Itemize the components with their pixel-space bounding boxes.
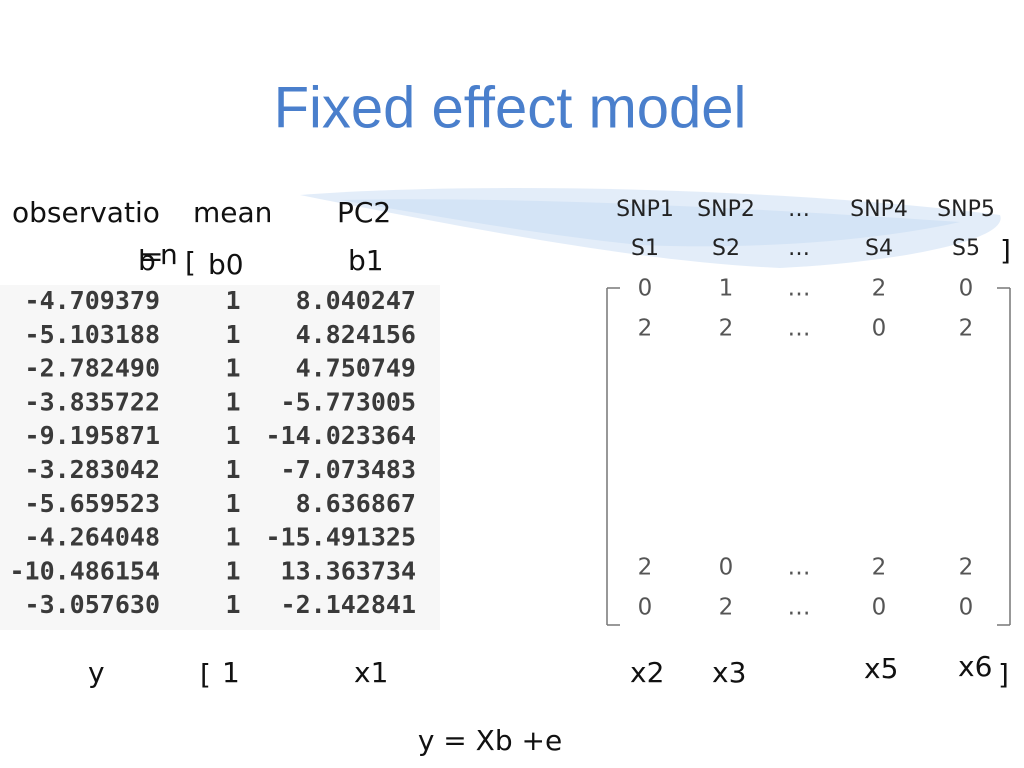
parameter: = bbox=[140, 240, 163, 273]
table-cell: 1 bbox=[225, 286, 240, 315]
variable-label: [ bbox=[200, 658, 211, 691]
table-cell: 1 bbox=[225, 387, 240, 416]
matrix-cell: 2 bbox=[719, 595, 734, 621]
swoosh bbox=[340, 199, 960, 247]
matrix-cell: 0 bbox=[719, 555, 734, 581]
matrix-cell: 2 bbox=[872, 276, 887, 302]
variable-label: x2 bbox=[630, 656, 664, 689]
table-cell: -5.103188 bbox=[25, 320, 160, 349]
table-cell: 4.824156 bbox=[296, 320, 416, 349]
variable-label: x1 bbox=[354, 656, 388, 689]
sample-header: S1 bbox=[631, 236, 659, 261]
table-cell: -9.195871 bbox=[25, 421, 160, 450]
sample-header: S4 bbox=[865, 236, 893, 261]
table-cell: 13.363734 bbox=[281, 556, 416, 585]
table-cell: 1 bbox=[225, 455, 240, 484]
table-cell: 8.040247 bbox=[296, 286, 416, 315]
matrix-cell: 2 bbox=[959, 316, 974, 342]
table-cell: -4.709379 bbox=[25, 286, 160, 315]
table-cell: 1 bbox=[225, 590, 240, 619]
snp-header: SNP2 bbox=[697, 197, 755, 222]
variable-label: x5 bbox=[864, 652, 898, 685]
matrix-cell: 0 bbox=[872, 316, 887, 342]
variable-label: x6 bbox=[958, 650, 992, 683]
table-cell: 1 bbox=[225, 421, 240, 450]
table-cell: -5.659523 bbox=[25, 489, 160, 518]
matrix-cell: … bbox=[788, 595, 811, 621]
sample-header: S5 bbox=[952, 236, 980, 261]
matrix-cell: 0 bbox=[638, 276, 653, 302]
table-cell: -5.773005 bbox=[281, 387, 416, 416]
matrix-cell: … bbox=[788, 555, 811, 581]
matrix-cell: 2 bbox=[959, 555, 974, 581]
parameter: [ bbox=[185, 246, 196, 279]
table-cell: 1 bbox=[225, 354, 240, 383]
table-cell: 1 bbox=[225, 523, 240, 552]
matrix-cell: … bbox=[788, 316, 811, 342]
table-cell: -3.835722 bbox=[25, 387, 160, 416]
table-cell: -3.057630 bbox=[25, 590, 160, 619]
variable-label: x3 bbox=[712, 656, 746, 689]
matrix-cell: 1 bbox=[719, 276, 734, 302]
table-cell: 1 bbox=[225, 556, 240, 585]
snp-header: … bbox=[788, 197, 810, 222]
matrix-cell: … bbox=[788, 276, 811, 302]
table-cell: -2.782490 bbox=[25, 354, 160, 383]
variable-label: y bbox=[88, 656, 105, 689]
bracket: ] bbox=[1000, 234, 1011, 267]
table-background bbox=[0, 285, 440, 630]
matrix-cell: 0 bbox=[872, 595, 887, 621]
table-cell: -4.264048 bbox=[25, 523, 160, 552]
snp-header: SNP5 bbox=[937, 197, 995, 222]
matrix-cell: 0 bbox=[638, 595, 653, 621]
matrix-cell: 2 bbox=[719, 316, 734, 342]
parameter: b bbox=[138, 244, 156, 277]
column-header: observatio bbox=[12, 196, 160, 229]
table-cell: -7.073483 bbox=[281, 455, 416, 484]
table-cell: -14.023364 bbox=[265, 421, 416, 450]
matrix-cell: 0 bbox=[959, 595, 974, 621]
matrix-cell: 2 bbox=[872, 555, 887, 581]
matrix-cell: 2 bbox=[638, 555, 653, 581]
column-header: mean bbox=[193, 196, 272, 229]
table-cell: 1 bbox=[225, 489, 240, 518]
snp-header: SNP4 bbox=[850, 197, 908, 222]
table-cell: -3.283042 bbox=[25, 455, 160, 484]
snp-header: SNP1 bbox=[616, 197, 674, 222]
matrix-cell: 2 bbox=[638, 316, 653, 342]
parameter: b0 bbox=[208, 248, 244, 281]
parameter: b1 bbox=[348, 244, 384, 277]
variable-label: 1 bbox=[222, 656, 240, 689]
column-header: PC2 bbox=[337, 196, 391, 229]
header-wrap: n bbox=[160, 238, 178, 271]
table-cell: -2.142841 bbox=[281, 590, 416, 619]
equation: y = Xb +e bbox=[418, 724, 562, 757]
table-cell: 1 bbox=[225, 320, 240, 349]
title: Fixed effect model bbox=[274, 75, 747, 140]
sample-header: S2 bbox=[712, 236, 740, 261]
table-cell: -10.486154 bbox=[9, 556, 160, 585]
table-cell: 4.750749 bbox=[296, 354, 416, 383]
table-cell: -15.491325 bbox=[265, 523, 416, 552]
variable-label: ] bbox=[998, 658, 1009, 691]
sample-header: … bbox=[788, 236, 810, 261]
matrix-cell: 0 bbox=[959, 276, 974, 302]
table-cell: 8.636867 bbox=[296, 489, 416, 518]
